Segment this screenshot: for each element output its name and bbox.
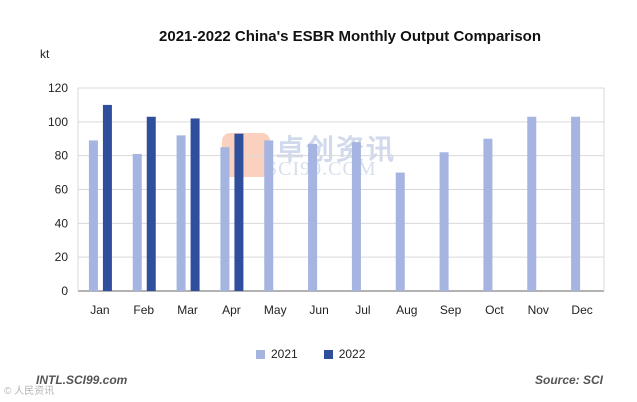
bar-2021-Feb [132,153,142,291]
x-tick-label: Dec [571,303,592,317]
bar-2021-Aug [395,172,405,291]
bar-2021-Nov [527,116,537,291]
x-tick-label: Nov [528,303,549,317]
corner-watermark: © 人民资讯 [4,386,55,397]
bar-2021-Oct [483,138,493,291]
watermark-en: SCI99.COM [266,158,377,180]
x-tick-label: May [264,303,287,317]
x-tick-label: Apr [222,303,241,317]
legend-item-2022: 2022 [323,347,366,361]
y-tick-label: 60 [55,183,69,197]
bar-2021-Apr [220,147,230,291]
bar-2022-Mar [190,118,200,291]
y-tick-label: 20 [55,250,69,264]
y-tick-label: 40 [55,216,69,230]
y-tick-label: 100 [48,115,68,129]
bar-2021-Jan [88,140,98,291]
bar-2021-Mar [176,135,186,291]
x-tick-label: Feb [133,303,154,317]
y-tick-label: 0 [61,284,68,298]
legend: 2021 2022 [256,347,365,361]
x-tick-label: Jan [90,303,109,317]
legend-item-2021: 2021 [256,347,298,361]
x-tick-label: Jul [355,303,370,317]
bar-2021-Sep [439,152,449,291]
legend-label-2022: 2022 [338,347,366,361]
footer-site: INTL.SCI99.com [36,373,128,387]
y-axis-unit: kt [40,47,50,61]
legend-swatch-2022 [323,349,333,359]
bar-2022-Feb [146,116,156,291]
x-tick-label: Mar [177,303,198,317]
x-tick-label: Jun [309,303,328,317]
x-tick-label: Oct [485,303,504,317]
bar-2021-Jun [308,143,318,291]
footer-source: Source: SCI [534,373,603,387]
bar-2021-Dec [571,116,581,291]
legend-label-2021: 2021 [271,347,298,361]
legend-swatch-2021 [256,349,265,359]
bar-2021-May [264,140,274,291]
watermark-cn: 卓创资讯 [276,134,397,165]
y-tick-label: 80 [55,149,69,163]
x-tick-label: Aug [396,303,417,317]
chart-title: 2021-2022 China's ESBR Monthly Output Co… [159,28,541,45]
watermark-logo-icon [222,133,270,177]
bar-2022-Apr [234,133,244,291]
y-tick-label: 120 [48,81,68,95]
bar-2022-Jan [102,104,112,292]
bar-2021-Jul [351,142,361,291]
x-tick-label: Sep [440,303,462,317]
